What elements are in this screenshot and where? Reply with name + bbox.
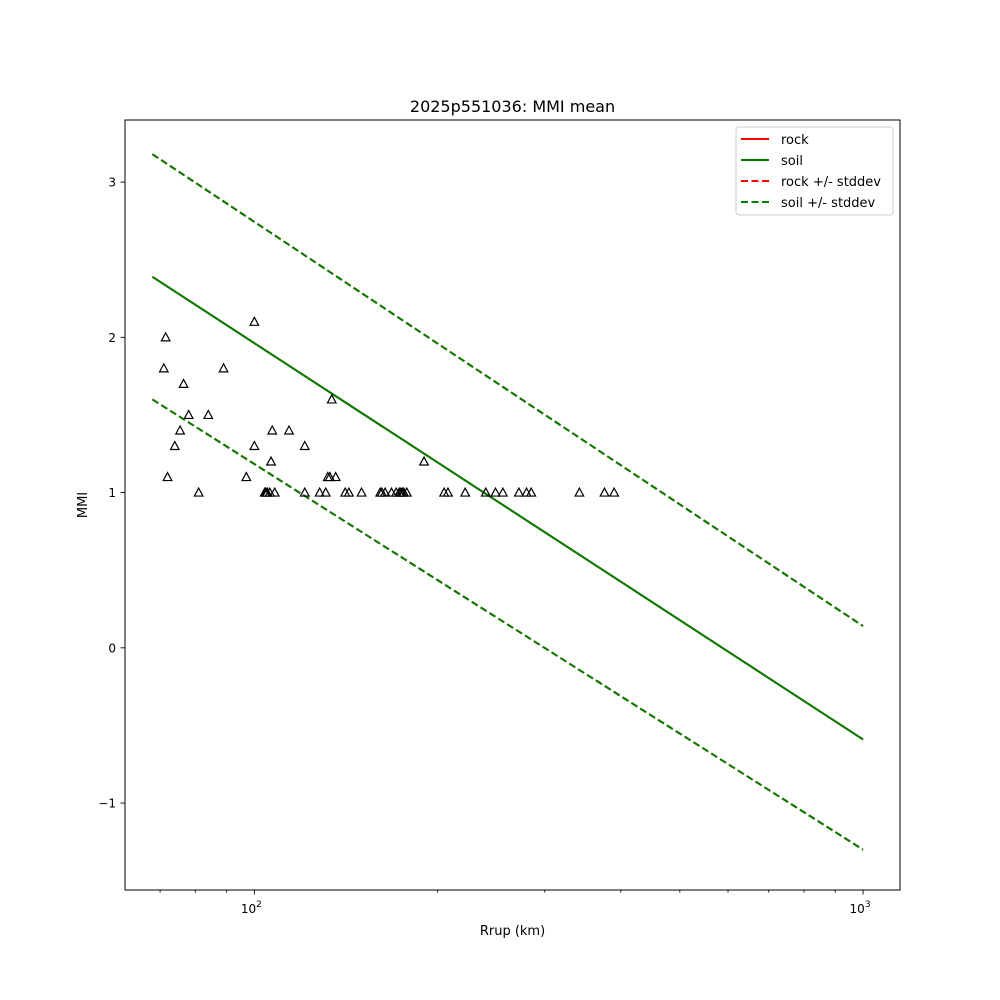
plot-area [151,153,864,851]
observation-points [158,316,620,497]
observation-marker [343,486,355,497]
observation-marker [299,440,311,451]
observation-marker [480,486,492,497]
observation-marker [442,486,454,497]
observation-marker [574,486,585,497]
observation-marker [379,486,391,497]
observation-marker [249,440,260,451]
y-tick-label: 0 [108,641,116,655]
observation-marker [418,455,430,466]
observation-marker [183,409,194,420]
observation-marker [218,362,229,373]
observation-marker [283,424,295,435]
observation-marker [314,486,325,497]
observation-marker [608,486,620,497]
observation-marker [162,471,173,482]
y-tick-label: 2 [108,331,116,345]
observation-marker [249,316,260,326]
y-axis-label: MMI [76,492,91,518]
observation-marker [599,486,610,497]
observation-marker [356,486,367,497]
x-axis-ticks: 102 103 [159,890,871,916]
legend-label-soil-stddev: soil +/- stddev [781,196,876,211]
y-tick-label: 3 [108,176,116,190]
observation-marker [160,331,171,342]
observation-marker [401,486,413,497]
y-tick-label: −1 [98,797,116,811]
axes-frame [124,119,901,891]
observation-marker [490,486,501,497]
series-line-soil-stddev-upper [151,153,864,627]
observation-marker [324,471,336,482]
observation-marker [497,486,509,497]
x-tick-label: 103 [850,900,871,916]
x-tick-label: 102 [241,900,262,916]
observation-marker [202,409,214,420]
observation-marker [269,486,281,497]
y-axis-ticks: −1 0 1 2 3 [98,176,125,811]
legend-frame [735,126,894,216]
observation-marker [326,393,338,404]
legend-label-soil: soil [781,154,803,169]
chart-title: 2025p551036: MMI mean [410,97,615,116]
observation-marker [459,486,471,497]
legend-label-rock: rock [781,133,809,148]
observation-marker [174,424,186,435]
y-tick-label: 1 [108,486,116,500]
observation-marker [299,486,311,497]
observation-marker [513,486,525,497]
legend: rock soil rock +/- stddev soil +/- stddev [735,126,894,216]
observation-marker [265,455,277,466]
series-layer [151,153,864,851]
observation-marker [266,424,278,435]
observation-marker [193,486,204,497]
observation-marker [330,471,341,482]
observation-marker [178,378,189,389]
observation-marker [525,486,537,497]
observation-marker [169,440,181,451]
series-line-soil-stddev-lower [151,398,864,851]
observation-marker [241,471,252,482]
legend-label-rock-stddev: rock +/- stddev [781,175,881,190]
observation-marker [320,486,332,497]
observation-marker [158,362,170,373]
x-axis-label: Rrup (km) [480,924,545,939]
series-line-soil [151,275,864,741]
